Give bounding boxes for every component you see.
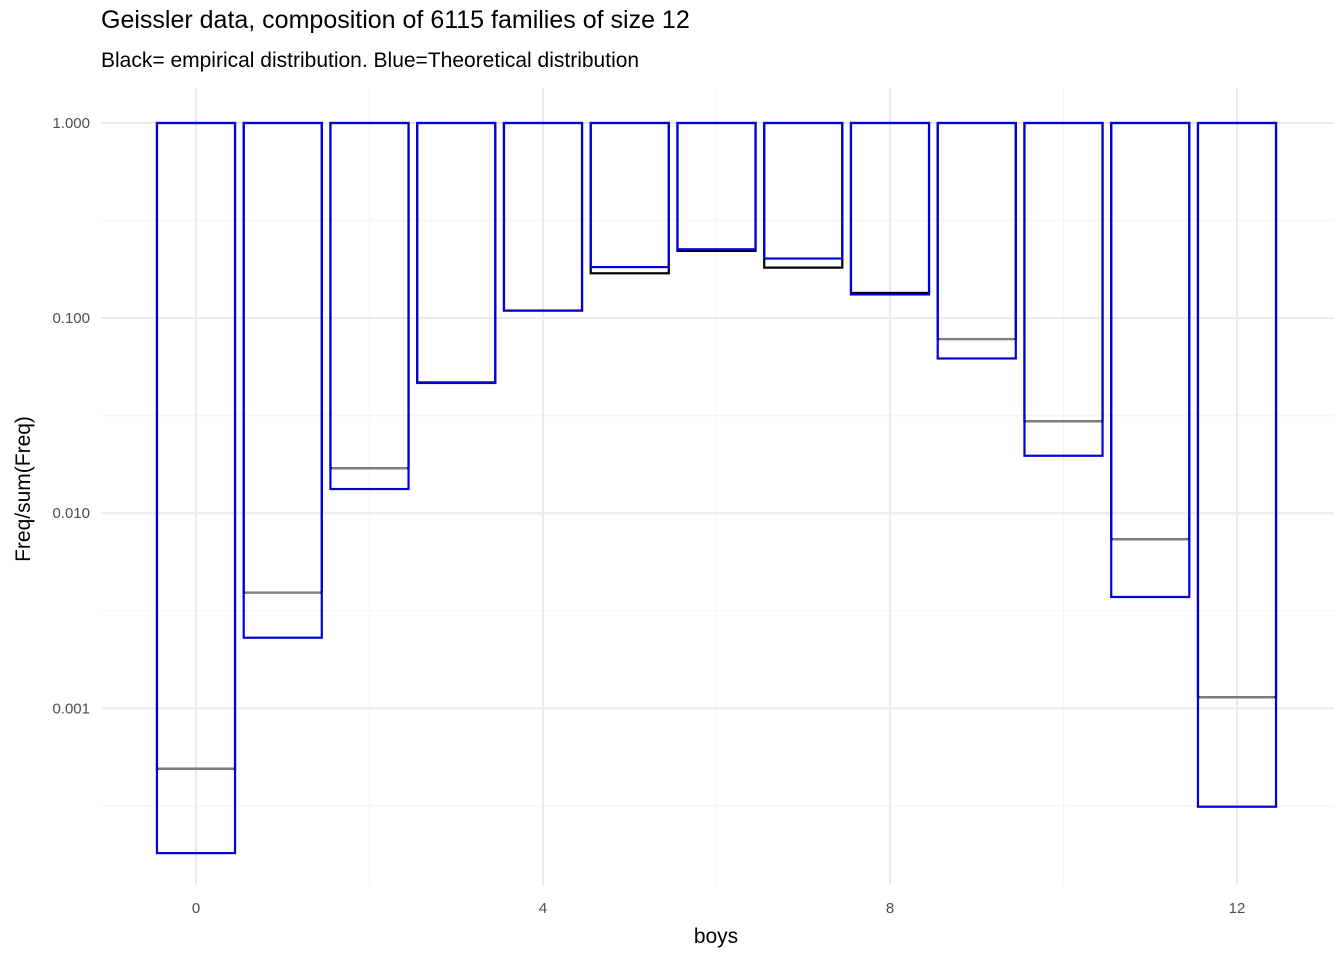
empirical-bar bbox=[763, 121, 844, 269]
axes: 0 4 8 12 0.001 0.010 0.100 1.000 bbox=[52, 115, 1245, 917]
y-tick-label: 0.001 bbox=[52, 700, 90, 717]
x-tick-label: 12 bbox=[1229, 900, 1246, 917]
empirical-bar bbox=[416, 121, 497, 384]
empirical-bar bbox=[242, 121, 323, 594]
theoretical-bar bbox=[763, 121, 844, 260]
theoretical-series bbox=[155, 121, 1278, 855]
empirical-bar bbox=[936, 121, 1017, 341]
theoretical-bar bbox=[589, 121, 670, 269]
theoretical-bar bbox=[329, 121, 410, 491]
y-tick-label: 0.100 bbox=[52, 310, 90, 327]
x-tick-label: 8 bbox=[886, 900, 894, 917]
theoretical-bar bbox=[849, 121, 931, 296]
empirical-bar bbox=[1110, 121, 1191, 541]
y-axis-title: Freq/sum(Freq) bbox=[12, 416, 35, 562]
theoretical-bar bbox=[416, 121, 497, 385]
grid-lines bbox=[101, 88, 1334, 885]
x-tick-label: 0 bbox=[192, 900, 200, 917]
chart-title: Geissler data, composition of 6115 famil… bbox=[101, 6, 690, 34]
y-tick-label: 0.010 bbox=[52, 505, 90, 522]
x-tick-label: 4 bbox=[539, 900, 547, 917]
theoretical-bar bbox=[1196, 121, 1278, 808]
theoretical-bar bbox=[676, 121, 757, 251]
theoretical-bar bbox=[242, 121, 323, 639]
theoretical-bar bbox=[502, 121, 584, 312]
theoretical-bar bbox=[1110, 121, 1191, 599]
theoretical-bar bbox=[1023, 121, 1104, 457]
chart-subtitle: Black= empirical distribution. Blue=Theo… bbox=[101, 49, 640, 72]
theoretical-bar bbox=[936, 121, 1017, 360]
theoretical-bar bbox=[155, 121, 237, 855]
x-axis-title: boys bbox=[694, 925, 738, 948]
y-tick-label: 1.000 bbox=[52, 115, 90, 132]
empirical-bar bbox=[589, 121, 670, 275]
